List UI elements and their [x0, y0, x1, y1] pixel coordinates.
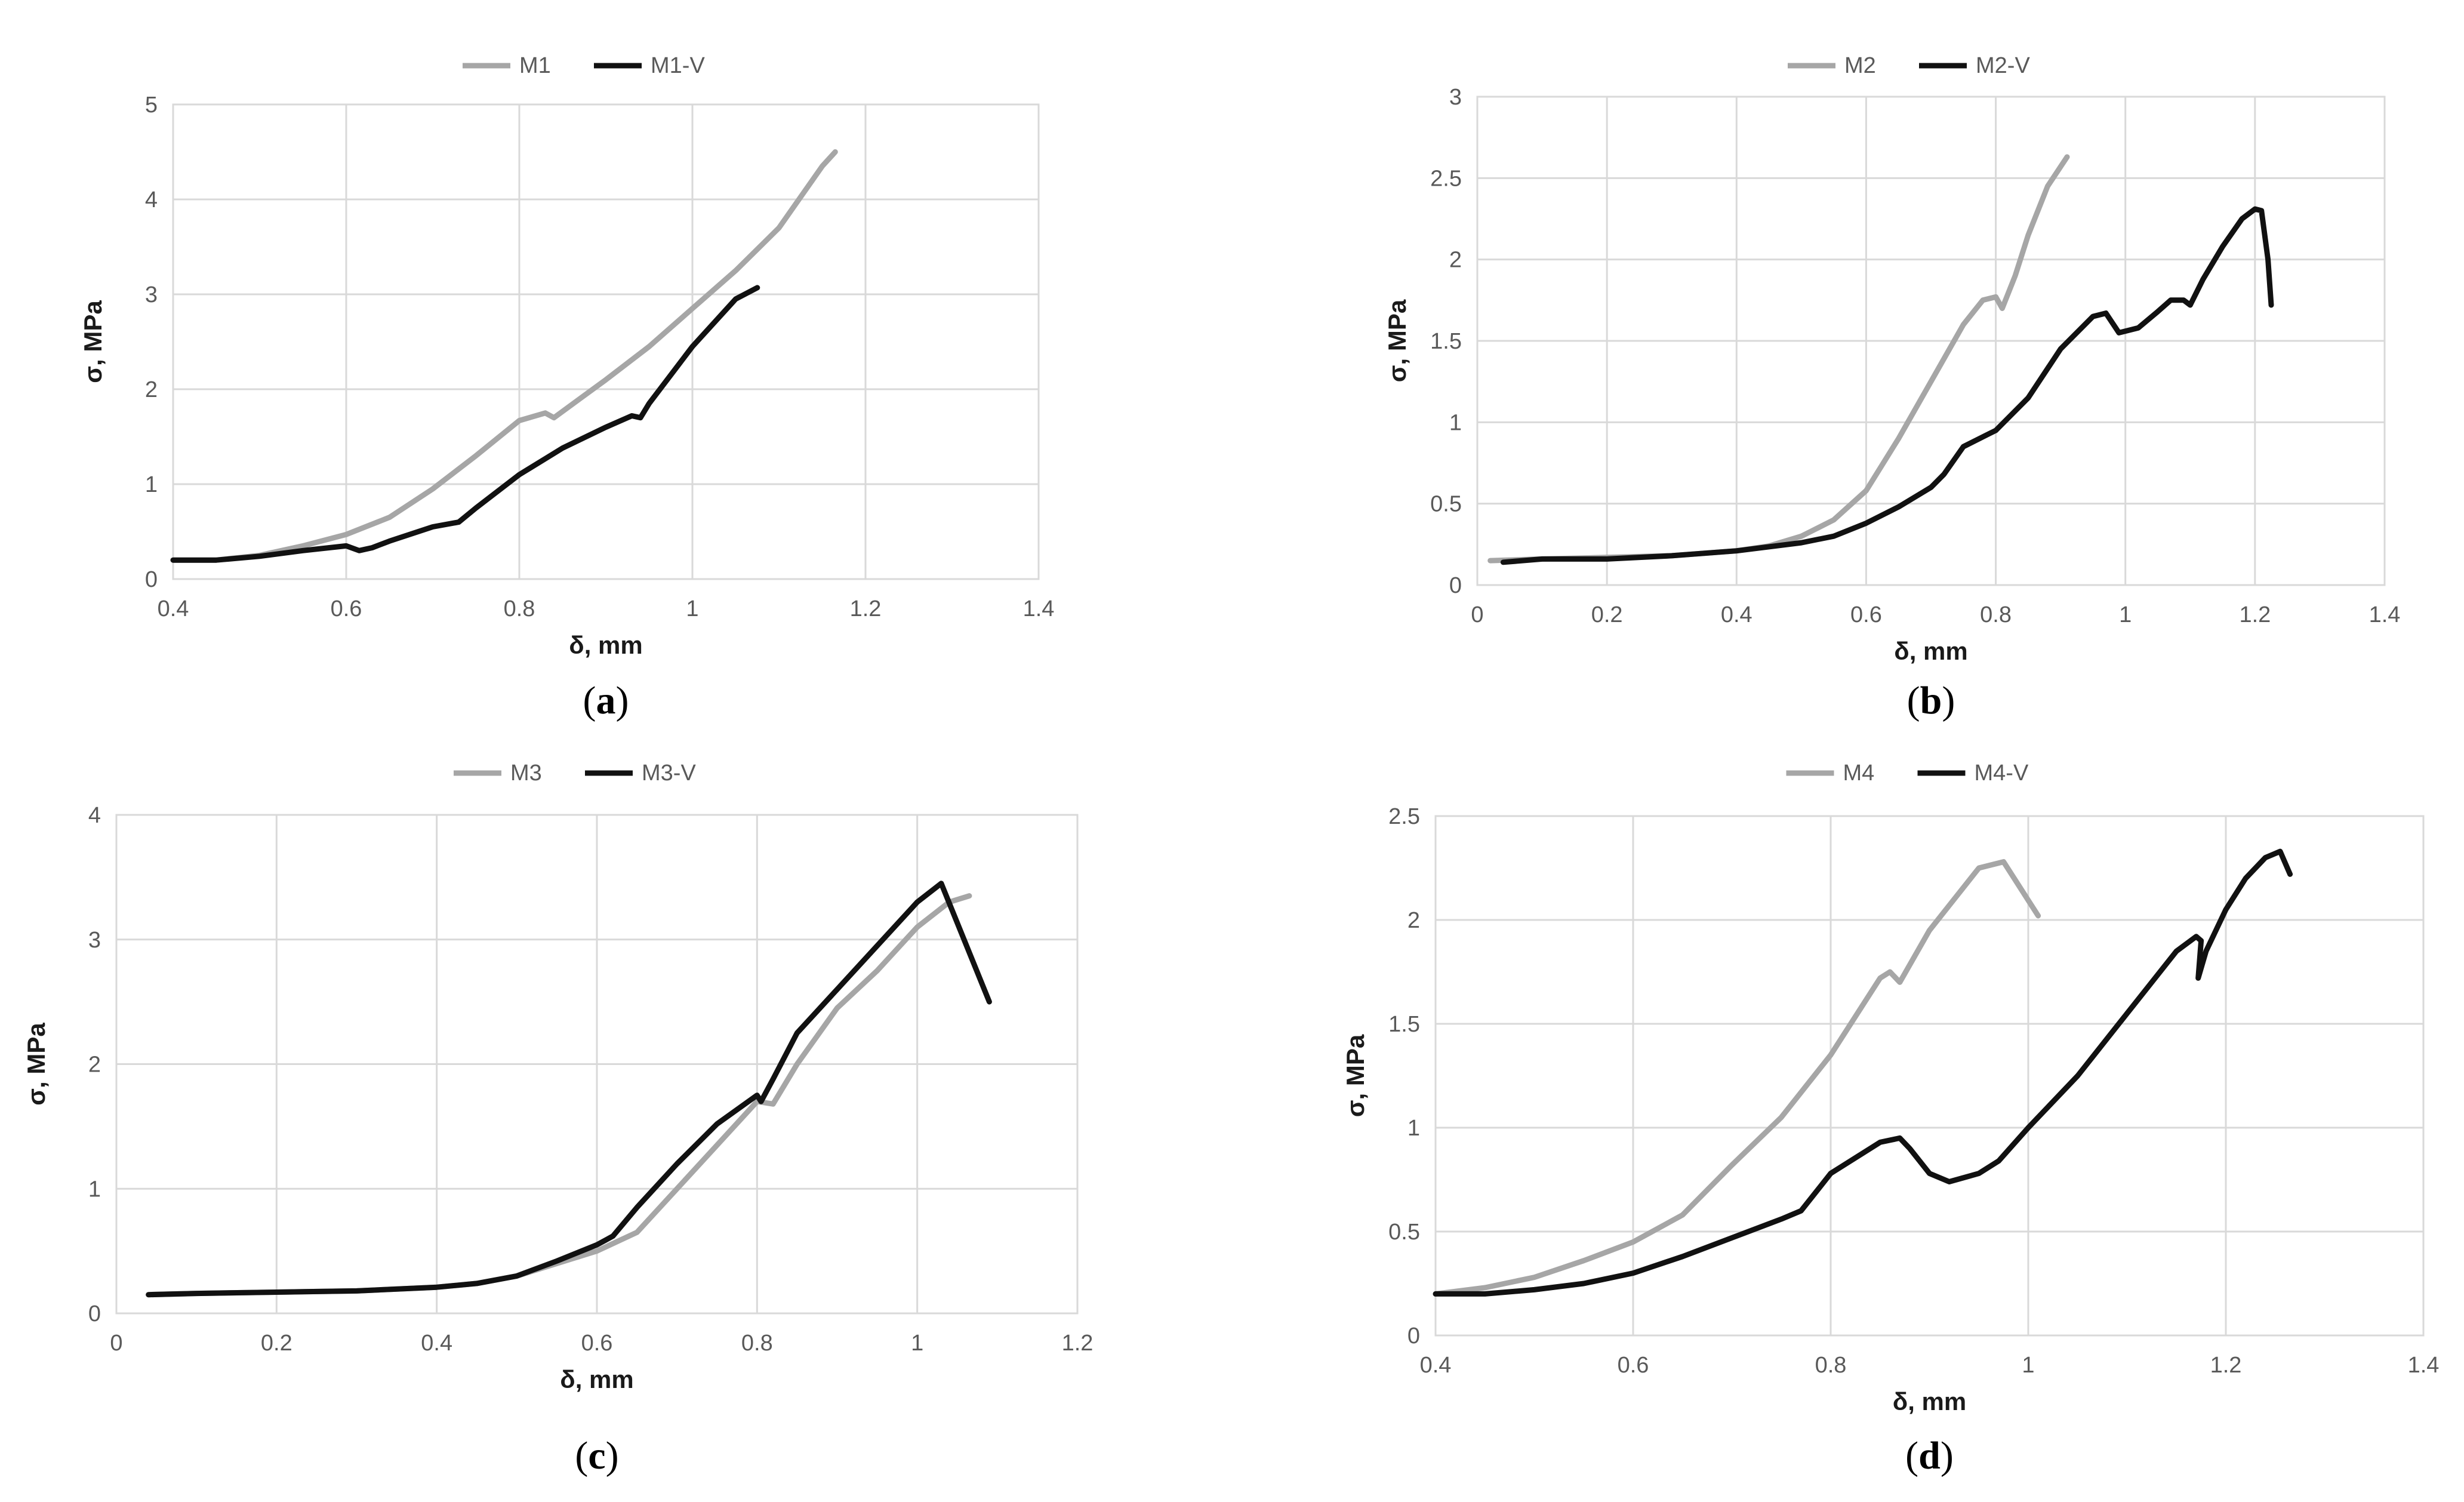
legend-label: M2	[1844, 53, 1876, 78]
y-tick-label: 0	[145, 567, 158, 592]
series-line-m1	[170, 149, 838, 563]
y-tick-label: 1.5	[1430, 329, 1462, 354]
y-axis-label: σ, MPa	[79, 300, 107, 383]
x-tick-label: 1.2	[1062, 1331, 1094, 1356]
x-tick-label: 1.2	[850, 596, 882, 621]
legend: M2 M2-V	[1788, 53, 2030, 78]
legend-label: M3-V	[642, 761, 696, 786]
x-tick-label: 0	[1471, 602, 1483, 627]
x-tick-label: 0.6	[1618, 1353, 1649, 1378]
x-tick-label: 0.8	[504, 596, 535, 621]
x-tick-label: 1.4	[1023, 596, 1055, 621]
y-tick-label: 2.5	[1388, 804, 1420, 829]
series-line-m4	[1433, 859, 2041, 1297]
y-tick-label: 4	[88, 803, 101, 828]
y-tick-label: 1.5	[1388, 1012, 1420, 1037]
y-tick-label: 2	[88, 1052, 101, 1078]
chart-d: 0.4 0.6 0.8 1 1.2 1.4 0 0.5 1 1.5 2 2.5 δ, mm σ, MPa M…	[1341, 761, 2439, 1478]
y-tick-label: 2	[145, 377, 158, 402]
legend-label: M1-V	[651, 53, 705, 78]
x-tick-label: 1	[686, 596, 698, 621]
x-tick-label: 0.4	[421, 1331, 452, 1356]
plot-area	[172, 103, 1040, 580]
y-tick-label: 0	[88, 1301, 101, 1326]
x-tick-label: 0.4	[1721, 602, 1752, 627]
y-tick-label: 3	[88, 928, 101, 953]
x-tick-label: 0.8	[1815, 1353, 1847, 1378]
chart-a: 0.4 0.6 0.8 1 1.2 1.4 0 1 2 3 4 5 δ, mm σ, MPa M1 M1-V (…	[79, 53, 1054, 722]
series-line-m2	[1487, 154, 2070, 564]
y-tick-label: 3	[1449, 85, 1462, 110]
x-tick-label: 1.2	[2210, 1353, 2242, 1378]
panel-label: (a)	[583, 679, 629, 722]
y-tick-label: 2	[1449, 248, 1462, 273]
x-tick-label: 1.2	[2239, 602, 2271, 627]
y-tick-label: 1	[145, 472, 158, 497]
series-line-m3	[146, 893, 972, 1298]
legend: M3 M3-V	[454, 761, 696, 786]
series-line-m2-v	[1500, 206, 2274, 565]
legend-label: M4	[1843, 761, 1875, 786]
x-tick-label: 1.4	[2408, 1353, 2440, 1378]
chart-b: 0 0.2 0.4 0.6 0.8 1 1.2 1.4 0 0.5 1 1.5 2 2.5 3 δ, mm σ,…	[1383, 53, 2400, 722]
y-tick-label: 2	[1407, 908, 1420, 933]
x-tick-label: 0.6	[1850, 602, 1882, 627]
x-tick-label: 0	[110, 1331, 122, 1356]
legend: M4 M4-V	[1786, 761, 2029, 786]
legend-label: M4-V	[1975, 761, 2029, 786]
series-line-m4-v	[1433, 848, 2293, 1297]
series-line-m3-v	[146, 881, 992, 1298]
y-tick-label: 1	[1449, 410, 1462, 435]
x-axis-label: δ, mm	[569, 631, 643, 659]
y-axis-label: σ, MPa	[22, 1023, 50, 1106]
x-tick-label: 0.8	[1980, 602, 2012, 627]
x-tick-label: 0.6	[581, 1331, 613, 1356]
legend: M1 M1-V	[463, 53, 705, 78]
plot-area	[1476, 96, 2386, 586]
plot-area	[115, 814, 1079, 1315]
y-tick-label: 1	[1407, 1116, 1420, 1141]
legend-label: M3	[510, 761, 542, 786]
panel-label: (b)	[1907, 679, 1955, 722]
legend-label: M2-V	[1976, 53, 2030, 78]
x-tick-label: 1	[2119, 602, 2132, 627]
x-tick-label: 0.4	[158, 596, 189, 621]
y-tick-label: 2.5	[1430, 166, 1462, 191]
x-tick-label: 1	[2022, 1353, 2034, 1378]
y-tick-label: 0	[1449, 573, 1462, 598]
y-tick-label: 0	[1407, 1324, 1420, 1349]
x-tick-label: 0.2	[261, 1331, 292, 1356]
panel-label: (d)	[1905, 1434, 1954, 1478]
x-tick-label: 0.4	[1420, 1353, 1452, 1378]
y-tick-label: 0.5	[1388, 1220, 1420, 1245]
chart-c: 0 0.2 0.4 0.6 0.8 1 1.2 0 1 2 3 4 δ, mm σ, MPa M3 M3-V (…	[22, 761, 1093, 1478]
x-axis-label: δ, mm	[560, 1365, 634, 1393]
x-tick-label: 1	[911, 1331, 923, 1356]
y-axis-label: σ, MPa	[1341, 1034, 1369, 1117]
y-tick-label: 5	[145, 93, 158, 118]
y-tick-label: 1	[88, 1177, 101, 1202]
y-tick-label: 0.5	[1430, 492, 1462, 517]
x-tick-label: 1.4	[2369, 602, 2401, 627]
x-tick-label: 0.2	[1591, 602, 1623, 627]
panel-label: (c)	[575, 1434, 618, 1478]
y-tick-label: 3	[145, 282, 158, 307]
legend-label: M1	[519, 53, 551, 78]
y-tick-label: 4	[145, 187, 158, 213]
x-tick-label: 0.8	[741, 1331, 773, 1356]
x-tick-label: 0.6	[331, 596, 362, 621]
y-axis-label: σ, MPa	[1383, 299, 1411, 382]
x-axis-label: δ, mm	[1894, 637, 1968, 665]
series-line-m1-v	[170, 285, 760, 563]
x-axis-label: δ, mm	[1893, 1387, 1967, 1415]
plot-area	[1434, 815, 2425, 1337]
